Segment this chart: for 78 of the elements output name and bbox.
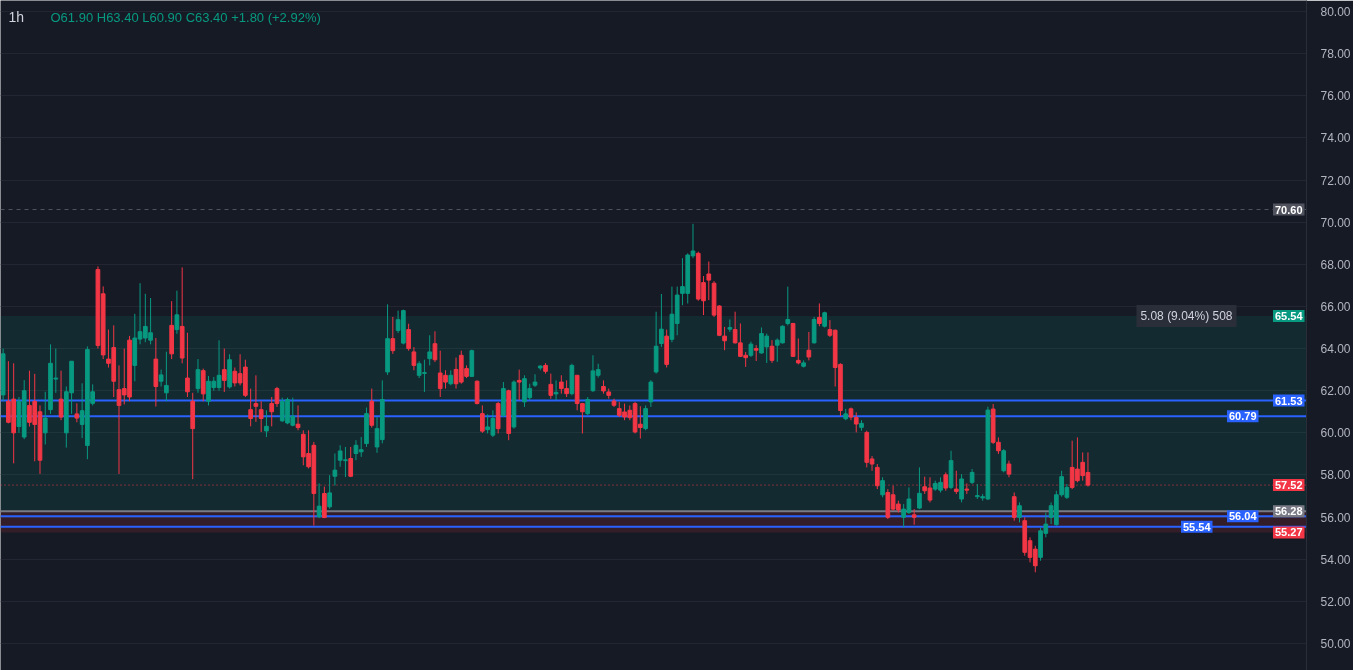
candlestick [1017, 501, 1022, 523]
candlestick [643, 404, 648, 431]
candlestick [253, 374, 259, 423]
y-tick-label: 76.00 [1320, 89, 1351, 104]
ref-line-label: 60.79 [1228, 410, 1257, 423]
y-tick-label: 68.00 [1320, 257, 1351, 272]
candlestick [332, 452, 338, 487]
candlestick [943, 471, 949, 492]
y-tick-label: 74.00 [1320, 131, 1351, 146]
candlestick [258, 400, 264, 433]
candlestick [295, 404, 301, 431]
y-tick-label: 72.00 [1320, 173, 1351, 188]
candlestick [553, 379, 559, 401]
candlestick [637, 405, 643, 440]
candlestick [959, 473, 964, 503]
candlestick [427, 334, 433, 366]
candlestick [785, 286, 791, 326]
ref-line-label: 61.53 [1274, 394, 1303, 407]
y-tick-label: 52.00 [1320, 594, 1351, 609]
candlestick [806, 331, 812, 361]
candlestick [348, 446, 354, 478]
candlestick [769, 339, 775, 364]
candlestick [795, 337, 801, 365]
candlestick [811, 316, 817, 345]
candlestick [706, 261, 712, 301]
candlestick [880, 476, 885, 498]
ref-line-label: 56.04 [1228, 510, 1258, 523]
candlestick [411, 346, 417, 371]
candlestick [659, 293, 664, 348]
candlestick [917, 466, 922, 510]
y-tick-label: 50.00 [1320, 637, 1351, 652]
y-tick-label: 56.00 [1320, 510, 1351, 525]
y-tick-label: 66.00 [1320, 299, 1351, 314]
band-label: 55.27 [1274, 526, 1303, 539]
candlestick [248, 388, 253, 427]
candlestick [516, 369, 522, 401]
candlestick [58, 370, 64, 421]
candlestick [42, 391, 48, 445]
candlestick [474, 379, 480, 405]
candlestick [200, 368, 206, 402]
y-tick-label: 80.00 [1320, 4, 1351, 19]
y-tick-label: 54.00 [1320, 552, 1351, 567]
y-tick-label: 64.00 [1320, 342, 1351, 357]
candlestick [316, 482, 322, 519]
candlestick [158, 369, 164, 387]
candlestick [390, 316, 396, 355]
ref-line-label: 57.52 [1274, 479, 1303, 492]
y-tick-label: 62.00 [1320, 384, 1351, 399]
candlestick [195, 358, 201, 394]
candlestick [480, 404, 485, 434]
candlestick [532, 373, 538, 388]
ref-line-label: 70.60 [1274, 203, 1303, 216]
band-label: 65.54 [1274, 310, 1304, 323]
candlestick [585, 396, 591, 416]
candlestick [74, 402, 80, 423]
candlestick [1001, 448, 1007, 473]
y-tick-label: 58.00 [1320, 468, 1351, 483]
annotation: 5.08 (9.04%) 508 [1140, 309, 1233, 324]
candlestick [174, 290, 180, 335]
candlestick [264, 409, 269, 438]
candlestick [185, 332, 190, 398]
candlestick [648, 379, 654, 408]
y-tick-label: 70.00 [1320, 215, 1351, 230]
candlestick [1011, 491, 1017, 522]
candlestick [548, 373, 554, 400]
y-tick-label: 60.00 [1320, 426, 1351, 441]
ref-line-label: 56.28 [1274, 505, 1303, 518]
candlestick [327, 474, 332, 510]
candlestick [727, 318, 733, 333]
ref-line-label: 55.54 [1182, 520, 1212, 533]
candlestick [817, 302, 822, 327]
text: 1h [8, 8, 25, 25]
candlestick [432, 330, 438, 363]
candlestick [164, 351, 169, 402]
text: O61.90 H63.40 L60.90 C63.40 +1.80 (+2.92%) [50, 9, 321, 25]
candlestick [221, 348, 227, 393]
candlestick [406, 323, 411, 352]
y-tick-label: 78.00 [1320, 47, 1351, 62]
